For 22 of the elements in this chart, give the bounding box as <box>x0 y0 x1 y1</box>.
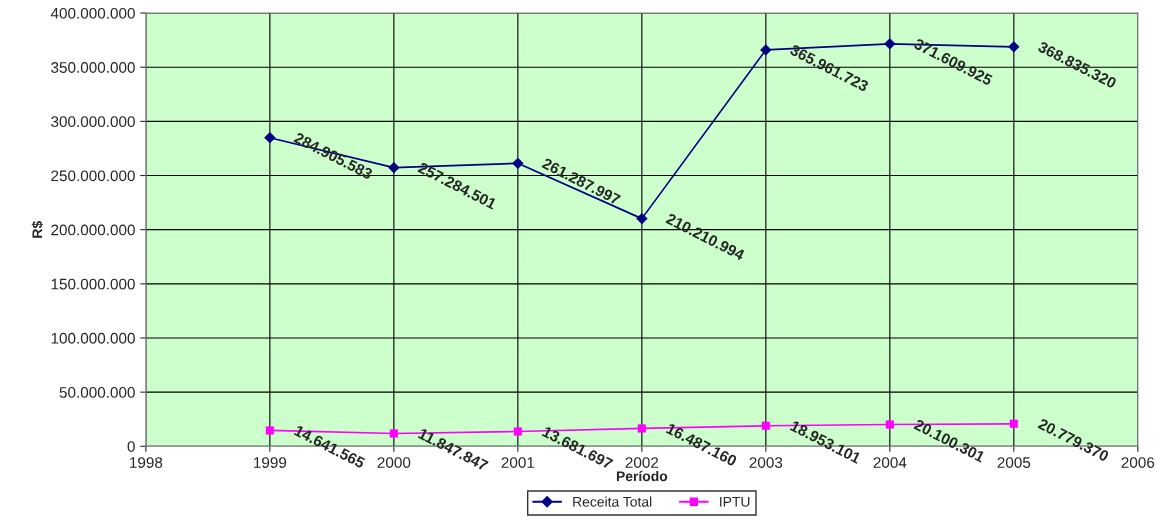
y-tick-label: 0 <box>127 441 135 452</box>
x-tick-label: 1999 <box>254 457 287 468</box>
x-tick-label: 1998 <box>130 457 163 468</box>
x-tick-label: 2006 <box>1121 457 1155 468</box>
y-tick-label: 50.000.000 <box>59 387 135 398</box>
x-tick-label: 2003 <box>749 457 783 468</box>
legend-label: Receita Total <box>573 496 652 507</box>
x-tick-label: 2005 <box>997 457 1031 468</box>
y-tick-label: 150.000.000 <box>51 278 135 290</box>
y-tick-label: 100.000.000 <box>51 332 135 344</box>
x-tick-label: 2000 <box>377 457 411 468</box>
y-tick-label: 300.000.000 <box>51 116 135 128</box>
y-axis-title: R$ <box>31 221 44 238</box>
x-tick-label: 2002 <box>625 457 659 468</box>
legend-label: IPTU <box>720 497 750 507</box>
y-tick-label: 200.000.000 <box>51 224 135 236</box>
y-tick-label: 400.000.000 <box>50 7 135 19</box>
y-tick-label: 350.000.000 <box>51 62 135 73</box>
x-tick-label: 2001 <box>501 457 535 468</box>
x-tick-label: 2004 <box>873 457 907 468</box>
x-axis-title: Período <box>616 470 668 482</box>
y-tick-label: 250.000.000 <box>51 170 135 182</box>
